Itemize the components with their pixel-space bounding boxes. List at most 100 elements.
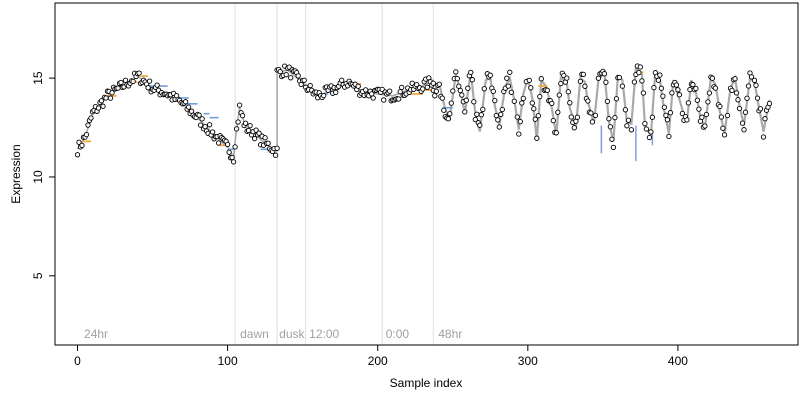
data-point-366 [640, 90, 647, 96]
data-point-19 [103, 95, 109, 101]
data-point-408 [706, 90, 713, 96]
data-point-279 [492, 97, 498, 104]
data-point-389 [676, 92, 683, 98]
data-point-205 [381, 97, 387, 103]
data-point-377 [658, 85, 665, 91]
data-point-254 [453, 69, 459, 75]
y-tick-label-1: 10 [31, 170, 45, 184]
data-point-406 [703, 111, 710, 118]
data-point-241 [433, 88, 439, 94]
data-point-267 [472, 116, 478, 123]
data-point-105 [232, 144, 238, 150]
data-point-435 [754, 95, 761, 101]
data-point-365 [639, 78, 645, 84]
data-point-381 [664, 117, 671, 123]
data-point-302 [532, 116, 538, 122]
data-point-47 [145, 85, 151, 91]
data-point-198 [370, 95, 376, 101]
data-point-418 [724, 112, 731, 119]
data-point-301 [531, 106, 537, 112]
data-point-193 [363, 87, 369, 93]
data-point-305 [537, 93, 543, 100]
data-point-324 [567, 100, 573, 106]
data-point-417 [721, 132, 728, 138]
data-point-428 [742, 109, 749, 115]
data-point-282 [496, 124, 502, 130]
data-point-32 [122, 77, 129, 83]
data-point-273 [481, 86, 487, 92]
region-lines [234, 3, 434, 345]
x-tick-label-1: 100 [218, 354, 238, 368]
data-point-133 [274, 145, 280, 151]
data-point-350 [610, 144, 617, 151]
data-point-243 [436, 81, 442, 87]
data-point-136 [277, 68, 283, 75]
data-point-433 [751, 77, 758, 84]
region-label-4: 0:00 [386, 327, 410, 341]
data-point-306 [538, 76, 544, 82]
data-point-85 [202, 123, 208, 130]
data-point-357 [624, 123, 630, 129]
data-point-14 [95, 105, 102, 111]
data-point-313 [550, 117, 556, 124]
plot-frame [54, 2, 799, 346]
data-point-387 [673, 82, 680, 88]
data-point-298 [526, 77, 532, 84]
data-point-355 [619, 83, 626, 89]
data-point-371 [649, 114, 656, 120]
y-axis: 5 10 15 [31, 71, 56, 279]
data-point-74 [185, 104, 192, 110]
data-point-264 [468, 69, 474, 76]
data-point-351 [612, 114, 618, 121]
data-point-434 [753, 82, 759, 88]
data-point-249 [445, 116, 451, 122]
data-point-152 [301, 77, 307, 83]
data-point-266 [471, 99, 477, 105]
data-point-309 [544, 87, 550, 93]
data-point-81 [196, 112, 202, 118]
data-point-423 [733, 90, 740, 96]
data-point-397 [690, 81, 696, 88]
data-point-318 [558, 80, 564, 87]
data-point-379 [661, 104, 668, 110]
data-point-0 [74, 152, 81, 158]
data-point-246 [441, 107, 447, 113]
data-point-327 [571, 125, 577, 131]
data-point-426 [739, 120, 746, 126]
data-point-429 [744, 95, 750, 101]
data-point-430 [745, 83, 752, 89]
data-point-272 [480, 106, 486, 113]
data-point-360 [631, 79, 638, 85]
data-point-322 [564, 75, 570, 81]
data-point-358 [625, 117, 632, 123]
data-point-300 [529, 100, 535, 106]
data-point-425 [736, 105, 743, 112]
data-point-316 [555, 109, 561, 115]
data-point-291 [511, 98, 517, 104]
data-point-177 [339, 77, 345, 83]
data-point-337 [588, 110, 594, 116]
data-point-252 [450, 88, 456, 94]
data-point-388 [675, 87, 681, 93]
y-tick-label-0: 5 [31, 272, 45, 279]
data-point-256 [456, 83, 462, 89]
data-point-399 [693, 85, 699, 92]
data-point-127 [265, 140, 271, 146]
data-point-255 [454, 75, 460, 82]
data-point-289 [507, 69, 513, 75]
data-point-148 [295, 73, 301, 79]
data-point-380 [663, 112, 669, 119]
data-point-369 [646, 134, 653, 141]
data-point-268 [474, 111, 480, 117]
data-point-104 [230, 159, 237, 165]
data-point-216 [397, 89, 403, 95]
data-point-262 [465, 85, 471, 91]
data-point-115 [247, 122, 253, 129]
data-point-368 [643, 126, 650, 132]
x-tick-label-2: 200 [368, 354, 388, 368]
data-point-165 [321, 92, 327, 99]
data-point-112 [242, 120, 249, 126]
data-point-405 [702, 123, 708, 129]
region-label-1: dawn [240, 327, 269, 341]
data-point-414 [717, 103, 723, 110]
